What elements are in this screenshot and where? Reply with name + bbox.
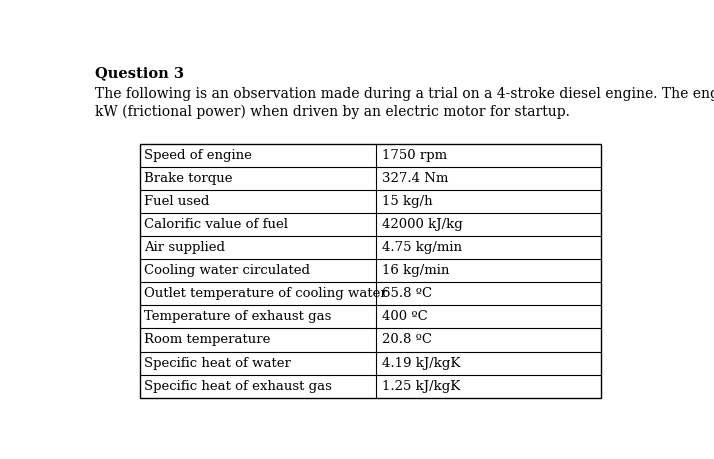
- Text: 400 ºC: 400 ºC: [381, 310, 427, 324]
- Text: kW (frictional power) when driven by an electric motor for startup.: kW (frictional power) when driven by an …: [96, 104, 570, 119]
- Text: 42000 kJ/kg: 42000 kJ/kg: [381, 218, 462, 231]
- Text: 1750 rpm: 1750 rpm: [381, 149, 447, 162]
- Text: Speed of engine: Speed of engine: [144, 149, 252, 162]
- Text: The following is an observation made during a trial on a 4-stroke diesel engine.: The following is an observation made dur…: [96, 87, 714, 101]
- Text: 1.25 kJ/kgK: 1.25 kJ/kgK: [381, 380, 460, 393]
- Text: 20.8 ºC: 20.8 ºC: [381, 334, 431, 347]
- Text: 4.75 kg/min: 4.75 kg/min: [381, 241, 461, 254]
- Text: Fuel used: Fuel used: [144, 195, 209, 208]
- Text: 4.19 kJ/kgK: 4.19 kJ/kgK: [381, 357, 460, 369]
- Text: Room temperature: Room temperature: [144, 334, 271, 347]
- Text: 65.8 ºC: 65.8 ºC: [381, 287, 432, 300]
- Text: 15 kg/h: 15 kg/h: [381, 195, 432, 208]
- Text: 16 kg/min: 16 kg/min: [381, 264, 449, 277]
- Text: Outlet temperature of cooling water: Outlet temperature of cooling water: [144, 287, 387, 300]
- Text: Air supplied: Air supplied: [144, 241, 225, 254]
- Text: Brake torque: Brake torque: [144, 172, 233, 185]
- Text: Question 3: Question 3: [96, 66, 184, 80]
- Text: Temperature of exhaust gas: Temperature of exhaust gas: [144, 310, 331, 324]
- Text: Specific heat of exhaust gas: Specific heat of exhaust gas: [144, 380, 332, 393]
- Text: Calorific value of fuel: Calorific value of fuel: [144, 218, 288, 231]
- Text: Specific heat of water: Specific heat of water: [144, 357, 291, 369]
- Text: 327.4 Nm: 327.4 Nm: [381, 172, 448, 185]
- Text: Cooling water circulated: Cooling water circulated: [144, 264, 310, 277]
